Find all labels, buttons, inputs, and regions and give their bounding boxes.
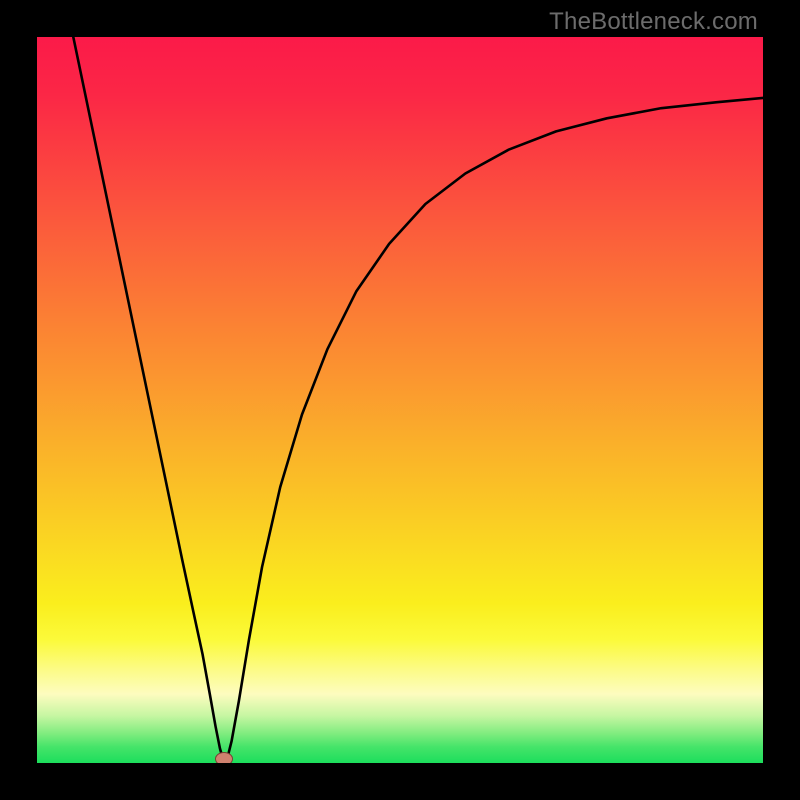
bottleneck-curve xyxy=(37,37,763,763)
optimum-marker xyxy=(215,752,233,763)
watermark-text: TheBottleneck.com xyxy=(549,8,758,36)
plot-area xyxy=(37,37,763,763)
chart-frame: TheBottleneck.com xyxy=(0,0,800,800)
